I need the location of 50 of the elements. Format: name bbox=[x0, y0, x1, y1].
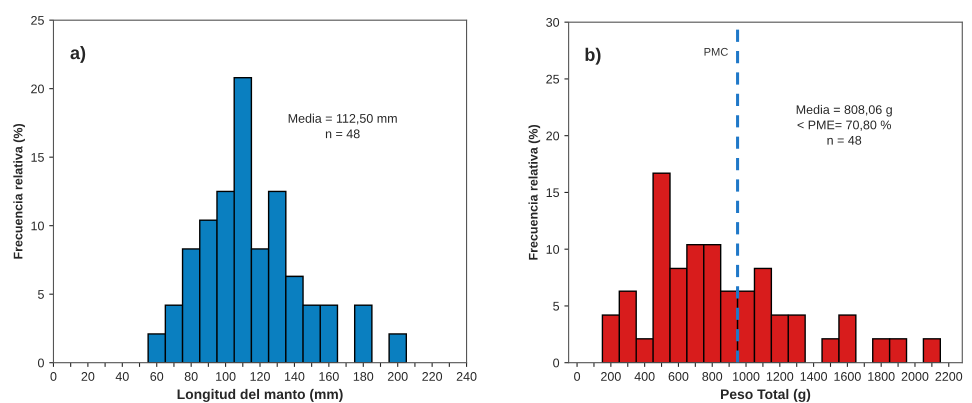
y-tick-label: 15 bbox=[546, 188, 560, 198]
x-axis-title: Longitud del manto (mm) bbox=[178, 388, 343, 402]
y-tick-label: 0 bbox=[553, 358, 560, 368]
y-tick-label: 25 bbox=[31, 16, 44, 25]
x-tick-label: 2000 bbox=[902, 372, 928, 381]
x-tick-label: 2200 bbox=[935, 372, 962, 381]
x-tick-label: 1800 bbox=[868, 372, 895, 381]
x-tick-label: 140 bbox=[284, 372, 304, 381]
x-tick-label: 1200 bbox=[766, 372, 794, 381]
x-tick-label: 20 bbox=[82, 372, 94, 381]
x-tick-label: 200 bbox=[388, 372, 408, 381]
x-tick-label: 600 bbox=[668, 372, 688, 381]
x-tick-label: 220 bbox=[422, 372, 442, 381]
x-tick-label: 60 bbox=[150, 372, 164, 381]
annotation: < PME= 70,80 % bbox=[798, 120, 891, 131]
y-tick-label: 15 bbox=[31, 153, 44, 162]
y-tick-label: 5 bbox=[553, 302, 560, 311]
x-tick-label: 240 bbox=[456, 372, 476, 381]
ref-line-label: PMC bbox=[704, 48, 728, 56]
x-tick-label: 800 bbox=[702, 372, 722, 381]
y-tick-label: 20 bbox=[31, 84, 44, 94]
x-tick-label: 200 bbox=[601, 372, 621, 381]
annotation: n = 48 bbox=[827, 136, 862, 145]
y-tick-label: 10 bbox=[31, 221, 44, 230]
y-tick-label: 5 bbox=[38, 290, 44, 299]
x-tick-label: 0 bbox=[574, 372, 580, 381]
x-tick-label: 100 bbox=[216, 372, 236, 381]
y-axis-title: Frecuencia relativa (%) bbox=[528, 124, 540, 260]
x-tick-label: 180 bbox=[354, 372, 374, 381]
x-tick-label: 40 bbox=[116, 372, 129, 381]
x-tick-label: 120 bbox=[250, 372, 270, 381]
y-tick-label: 10 bbox=[546, 244, 560, 254]
x-tick-label: 1000 bbox=[733, 372, 760, 381]
annotation: Media = 808,06 g bbox=[796, 104, 892, 117]
x-tick-label: 80 bbox=[184, 372, 198, 381]
x-tick-label: 160 bbox=[319, 372, 339, 381]
y-tick-label: 30 bbox=[546, 18, 560, 27]
x-axis-title: Peso Total (g) bbox=[720, 388, 810, 402]
y-tick-label: 20 bbox=[546, 131, 560, 140]
x-tick-label: 1600 bbox=[834, 372, 861, 381]
x-tick-label: 1400 bbox=[800, 372, 828, 381]
y-axis-title: Frecuencia relativa (%) bbox=[13, 124, 25, 259]
x-tick-label: 0 bbox=[50, 372, 56, 381]
y-tick-label: 0 bbox=[38, 358, 44, 368]
annotation: Media = 112,50 mm bbox=[288, 114, 397, 124]
x-tick-label: 400 bbox=[634, 372, 655, 381]
annotation: a) bbox=[70, 46, 86, 63]
y-tick-label: 25 bbox=[546, 74, 560, 84]
annotation: n = 48 bbox=[326, 129, 360, 138]
annotation: b) bbox=[586, 48, 601, 65]
